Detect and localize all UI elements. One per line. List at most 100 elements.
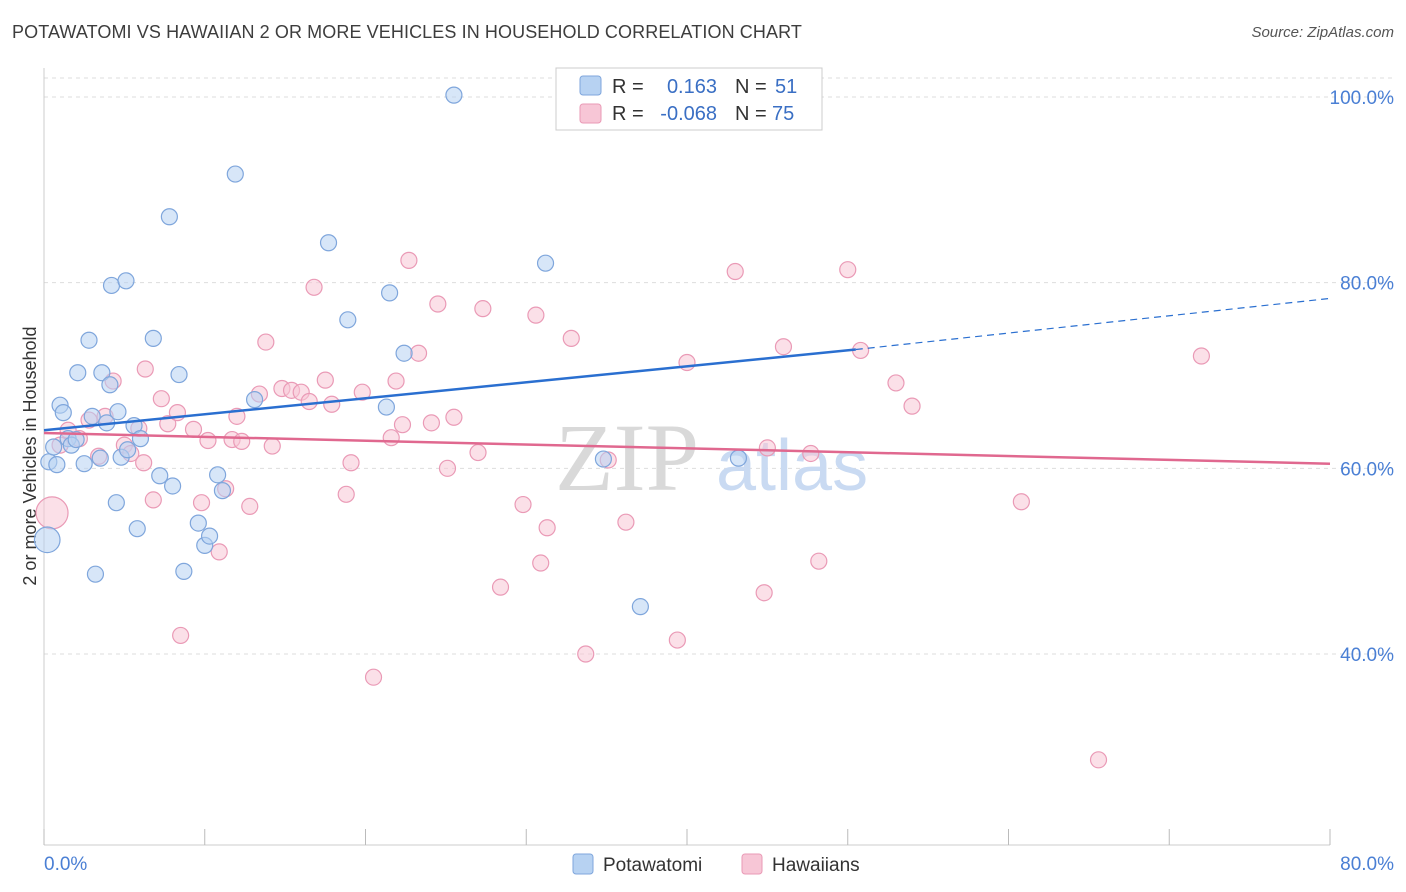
potawatomi-trend-extension (855, 297, 1331, 351)
potawatomi-point-44 (395, 344, 413, 362)
potawatomi-point-11 (80, 331, 98, 349)
hawaiians-point-43 (393, 416, 412, 434)
potawatomi-point-43 (381, 284, 399, 302)
potawatomi-point-22 (117, 272, 135, 290)
hawaiians-point-14 (152, 390, 170, 408)
potawatomi-point-36 (209, 466, 227, 484)
potawatomi-point-2 (45, 438, 63, 456)
x-tick-label-min: 0.0% (44, 854, 87, 875)
hawaiians-point-65 (758, 439, 776, 457)
x-tick-marks (43, 829, 1331, 845)
hawaiians-point-36 (323, 395, 341, 413)
hawaiians-point-69 (839, 261, 857, 279)
hawaiians-point-33 (300, 392, 318, 411)
potawatomi-point-41 (339, 311, 357, 329)
hawaiians-point-64 (755, 584, 773, 602)
hawaiians-point-54 (527, 306, 545, 324)
hawaiians-point-12 (136, 360, 154, 378)
hawaiians-swatch (579, 103, 602, 124)
potawatomi-point-26 (131, 430, 150, 448)
y-tick-label-80: 80.0% (1340, 274, 1394, 295)
hawaiians-point-40 (364, 668, 383, 686)
potawatomi-point-37 (213, 482, 232, 500)
hawaiians-point-21 (210, 543, 228, 561)
hawaiians-point-60 (617, 513, 635, 531)
potawatomi-point-33 (189, 514, 207, 532)
hawaiians-point-29 (263, 437, 281, 455)
potawatomi-point-42 (377, 398, 395, 416)
hawaiians-point-56 (538, 519, 556, 537)
y-tick-label-40: 40.0% (1340, 645, 1394, 666)
potawatomi-point-0 (33, 526, 61, 554)
hawaiians-point-25 (233, 432, 251, 451)
potawatomi-point-28 (151, 467, 169, 485)
hawaiians-point-47 (429, 295, 447, 313)
legend-hawaiians-swatch (741, 853, 763, 875)
y-tick-label-60: 60.0% (1340, 459, 1394, 480)
hawaiians-point-28 (257, 333, 275, 351)
legend-potawatomi-label: Potawatomi (603, 855, 702, 876)
hawaiians-point-15 (159, 415, 177, 433)
potawatomi-points (33, 86, 748, 616)
hawaiians-r-value: -0.068 (660, 103, 717, 125)
legend-potawatomi-swatch (572, 853, 594, 875)
potawatomi-point-9 (69, 364, 87, 382)
potawatomi-point-45 (445, 86, 463, 104)
potawatomi-point-8 (67, 430, 85, 449)
y-tick-labels: 40.0% 60.0% 80.0% 100.0% (1330, 88, 1395, 666)
potawatomi-trend-line (43, 348, 856, 432)
watermark-zip: ZIP (555, 404, 699, 511)
potawatomi-point-30 (164, 477, 182, 495)
potawatomi-point-13 (86, 565, 105, 583)
trend-lines (43, 297, 1331, 465)
potawatomi-point-31 (170, 365, 188, 384)
hawaiians-point-63 (726, 262, 744, 281)
potawatomi-point-3 (48, 456, 66, 474)
hawaiians-point-34 (305, 278, 323, 296)
hawaiians-point-68 (810, 552, 828, 570)
stats-legend: R = 0.163 N = 51 R = -0.068 N = 75 (555, 67, 823, 131)
hawaiians-n-value: 75 (772, 103, 794, 125)
potawatomi-point-18 (102, 276, 121, 295)
potawatomi-point-5 (54, 404, 72, 422)
potawatomi-point-14 (91, 449, 109, 467)
hawaiians-point-75 (1192, 347, 1211, 365)
hawaiians-point-48 (438, 459, 457, 477)
hawaiians-trend-line (43, 431, 1331, 465)
hawaiians-point-72 (903, 397, 921, 415)
potawatomi-r-value: 0.163 (667, 76, 717, 98)
potawatomi-point-48 (631, 598, 649, 616)
hawaiians-point-38 (342, 454, 360, 472)
hawaiians-point-42 (387, 372, 405, 390)
potawatomi-point-47 (594, 450, 613, 468)
potawatomi-swatch (579, 75, 602, 96)
hawaiians-point-52 (491, 578, 510, 596)
potawatomi-point-10 (75, 455, 93, 473)
hawaiians-point-35 (316, 371, 334, 389)
hawaiians-point-37 (337, 485, 355, 503)
hawaiians-point-11 (135, 454, 153, 472)
hawaiians-point-39 (353, 383, 371, 401)
potawatomi-point-35 (200, 527, 219, 545)
hawaiians-point-74 (1089, 751, 1108, 769)
potawatomi-point-19 (107, 494, 125, 512)
potawatomi-n-value: 51 (775, 76, 797, 98)
hawaiians-point-17 (172, 626, 190, 645)
legend-hawaiians-label: Hawaiians (772, 855, 860, 876)
potawatomi-point-20 (109, 403, 127, 421)
hawaiians-point-19 (192, 494, 211, 512)
chart-title: POTAWATOMI VS HAWAIIAN 2 OR MORE VEHICLE… (12, 22, 802, 42)
hawaiians-point-18 (184, 420, 203, 438)
grid-lines (44, 77, 1395, 655)
hawaiians-point-66 (774, 338, 793, 356)
hawaiians-point-26 (241, 497, 259, 515)
hawaiians-point-49 (445, 408, 463, 426)
hawaiians-point-50 (469, 443, 487, 462)
hawaiians-point-58 (577, 645, 595, 663)
potawatomi-r-label: R = (612, 76, 644, 98)
hawaiians-point-44 (400, 251, 418, 269)
potawatomi-point-39 (245, 391, 264, 409)
potawatomi-point-38 (226, 165, 244, 183)
hawaiians-point-13 (144, 491, 162, 509)
potawatomi-point-29 (160, 208, 178, 226)
